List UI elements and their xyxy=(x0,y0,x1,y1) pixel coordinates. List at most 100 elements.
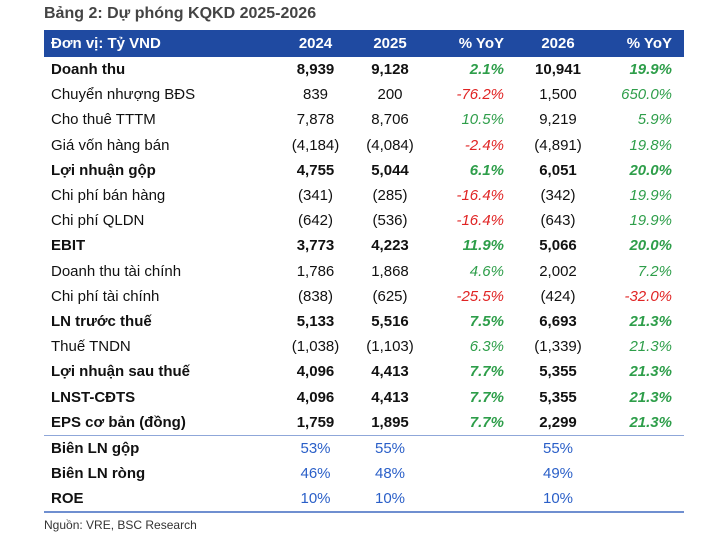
ratio-2024: 46% xyxy=(300,465,331,483)
yoy-2026: 21.3% xyxy=(629,413,672,431)
value-2024: 4,096 xyxy=(296,363,335,381)
ratio-2025: 10% xyxy=(374,490,406,508)
row-label: Chi phí tài chính xyxy=(51,287,160,305)
ratio-divider xyxy=(44,434,684,436)
yoy-2025: 2.1% xyxy=(469,61,504,79)
row-label: Thuế TNDN xyxy=(51,338,131,356)
value-2026: (424) xyxy=(540,287,576,305)
value-2025: (1,103) xyxy=(366,338,414,356)
table-bottom-border xyxy=(44,511,684,514)
yoy-2025: 7.5% xyxy=(469,312,504,330)
yoy-2026: 19.9% xyxy=(629,61,672,79)
table-row: Chi phí tài chính (838) (625) -25.5% (424) -3… xyxy=(44,284,684,309)
table-row: LNST-CĐTS 4,096 4,413 7.7% 5,355 21.3% xyxy=(44,384,684,409)
ratio-row: ROE 10% 10% 10% xyxy=(44,486,684,511)
yoy-2025: 6.1% xyxy=(469,161,504,179)
value-2026: (342) xyxy=(540,187,576,205)
value-2024: 1,759 xyxy=(296,413,335,431)
row-label: EBIT xyxy=(51,237,86,255)
value-2026: 5,355 xyxy=(539,388,577,406)
header-unit: Đơn vị: Tỷ VND xyxy=(51,35,161,52)
table-row: Doanh thu 8,939 9,128 2.1% 10,941 19.9% xyxy=(44,57,684,82)
row-label: Lợi nhuận gộp xyxy=(51,161,156,179)
value-2025: 4,413 xyxy=(371,363,409,381)
yoy-2026: 19.9% xyxy=(629,212,672,230)
yoy-2026: 20.0% xyxy=(629,161,672,179)
value-2026: 5,066 xyxy=(539,237,577,255)
value-2025: (285) xyxy=(372,187,408,205)
row-label: LN trước thuế xyxy=(51,312,152,330)
value-2025: 1,868 xyxy=(371,262,409,280)
row-label: Chuyển nhượng BĐS xyxy=(51,86,196,104)
table-row: EPS cơ bản (đồng) 1,759 1,895 7.7% 2,299 21.3… xyxy=(44,410,684,435)
yoy-2026: -32.0% xyxy=(624,287,672,305)
forecast-table: Đơn vị: Tỷ VND 2024 2025 % YoY 2026 % Yo… xyxy=(44,30,684,514)
table-row: Lợi nhuận sau thuế 4,096 4,413 7.7% 5,355 21.… xyxy=(44,359,684,384)
value-2026: 10,941 xyxy=(535,61,581,79)
row-label: Giá vốn hàng bán xyxy=(51,136,170,154)
value-2024: 5,133 xyxy=(296,312,335,330)
ratio-2024: 53% xyxy=(300,439,331,457)
row-label: Chi phí bán hàng xyxy=(51,187,166,205)
header-2025: 2025 xyxy=(373,35,407,52)
value-2026: 6,051 xyxy=(539,161,577,179)
yoy-2025: -76.2% xyxy=(456,86,504,104)
table-row: Chi phí QLDN (642) (536) -16.4% (643) 19.9% xyxy=(44,208,684,233)
yoy-2025: 7.7% xyxy=(469,413,504,431)
value-2024: 3,773 xyxy=(296,237,335,255)
yoy-2025: -16.4% xyxy=(456,212,504,230)
table-row: Lợi nhuận gộp 4,755 5,044 6.1% 6,051 20.0% xyxy=(44,158,684,183)
value-2025: 5,516 xyxy=(371,312,409,330)
yoy-2026: 19.8% xyxy=(629,136,672,154)
table-row: EBIT 3,773 4,223 11.9% 5,066 20.0% xyxy=(44,233,684,258)
yoy-2026: 19.9% xyxy=(629,187,672,205)
ratio-2026: 49% xyxy=(542,465,574,483)
table-row: Giá vốn hàng bán (4,184) (4,084) -2.4% (4,89… xyxy=(44,133,684,158)
value-2026: 2,002 xyxy=(539,262,577,280)
ratio-label: Biên LN ròng xyxy=(51,465,146,483)
yoy-2026: 21.3% xyxy=(629,312,672,330)
row-label: Lợi nhuận sau thuế xyxy=(51,363,190,381)
value-2026: 9,219 xyxy=(539,111,577,129)
yoy-2025: -16.4% xyxy=(456,187,504,205)
value-2026: (1,339) xyxy=(534,338,582,356)
source-note: Nguồn: VRE, BSC Research xyxy=(44,518,197,532)
value-2025: 5,044 xyxy=(371,161,409,179)
ratio-2024: 10% xyxy=(300,490,331,508)
yoy-2026: 5.9% xyxy=(637,111,672,129)
value-2024: 8,939 xyxy=(296,61,335,79)
ratio-section: Biên LN gộp 53% 55% 55% Biên LN ròng 46% 48% 49… xyxy=(44,436,684,512)
ratio-label: ROE xyxy=(51,490,84,508)
row-label: Doanh thu xyxy=(51,61,126,79)
yoy-2025: -25.5% xyxy=(456,287,504,305)
yoy-2026: 7.2% xyxy=(637,262,672,280)
value-2025: 200 xyxy=(377,86,403,104)
yoy-2026: 20.0% xyxy=(629,237,672,255)
ratio-2026: 55% xyxy=(542,439,574,457)
table-row: Thuế TNDN (1,038) (1,103) 6.3% (1,339) 21.3% xyxy=(44,334,684,359)
table-row: Cho thuê TTTM 7,878 8,706 10.5% 9,219 5.9% xyxy=(44,107,684,132)
value-2024: (642) xyxy=(297,212,334,230)
table-title: Bảng 2: Dự phóng KQKD 2025-2026 xyxy=(44,5,317,22)
yoy-2025: 4.6% xyxy=(469,262,504,280)
value-2025: 4,413 xyxy=(371,388,409,406)
yoy-2026: 650.0% xyxy=(621,86,672,104)
value-2025: (536) xyxy=(372,212,408,230)
table-row: LN trước thuế 5,133 5,516 7.5% 6,693 21.3% xyxy=(44,309,684,334)
value-2024: (1,038) xyxy=(291,338,340,356)
yoy-2026: 21.3% xyxy=(629,338,672,356)
value-2026: (643) xyxy=(540,212,576,230)
yoy-2025: 7.7% xyxy=(469,388,504,406)
value-2025: 9,128 xyxy=(371,61,409,79)
value-2025: 8,706 xyxy=(371,111,409,129)
yoy-2026: 21.3% xyxy=(629,388,672,406)
table-row: Chi phí bán hàng (341) (285) -16.4% (342) 19.… xyxy=(44,183,684,208)
value-2026: (4,891) xyxy=(534,136,582,154)
ratio-2025: 55% xyxy=(374,439,406,457)
value-2024: 4,755 xyxy=(296,161,335,179)
yoy-2026: 21.3% xyxy=(629,363,672,381)
table-body: Doanh thu 8,939 9,128 2.1% 10,941 19.9% Chuyển… xyxy=(44,57,684,435)
ratio-2026: 10% xyxy=(542,490,574,508)
header-yoy-2025: % YoY xyxy=(458,35,504,52)
value-2026: 2,299 xyxy=(539,413,577,431)
